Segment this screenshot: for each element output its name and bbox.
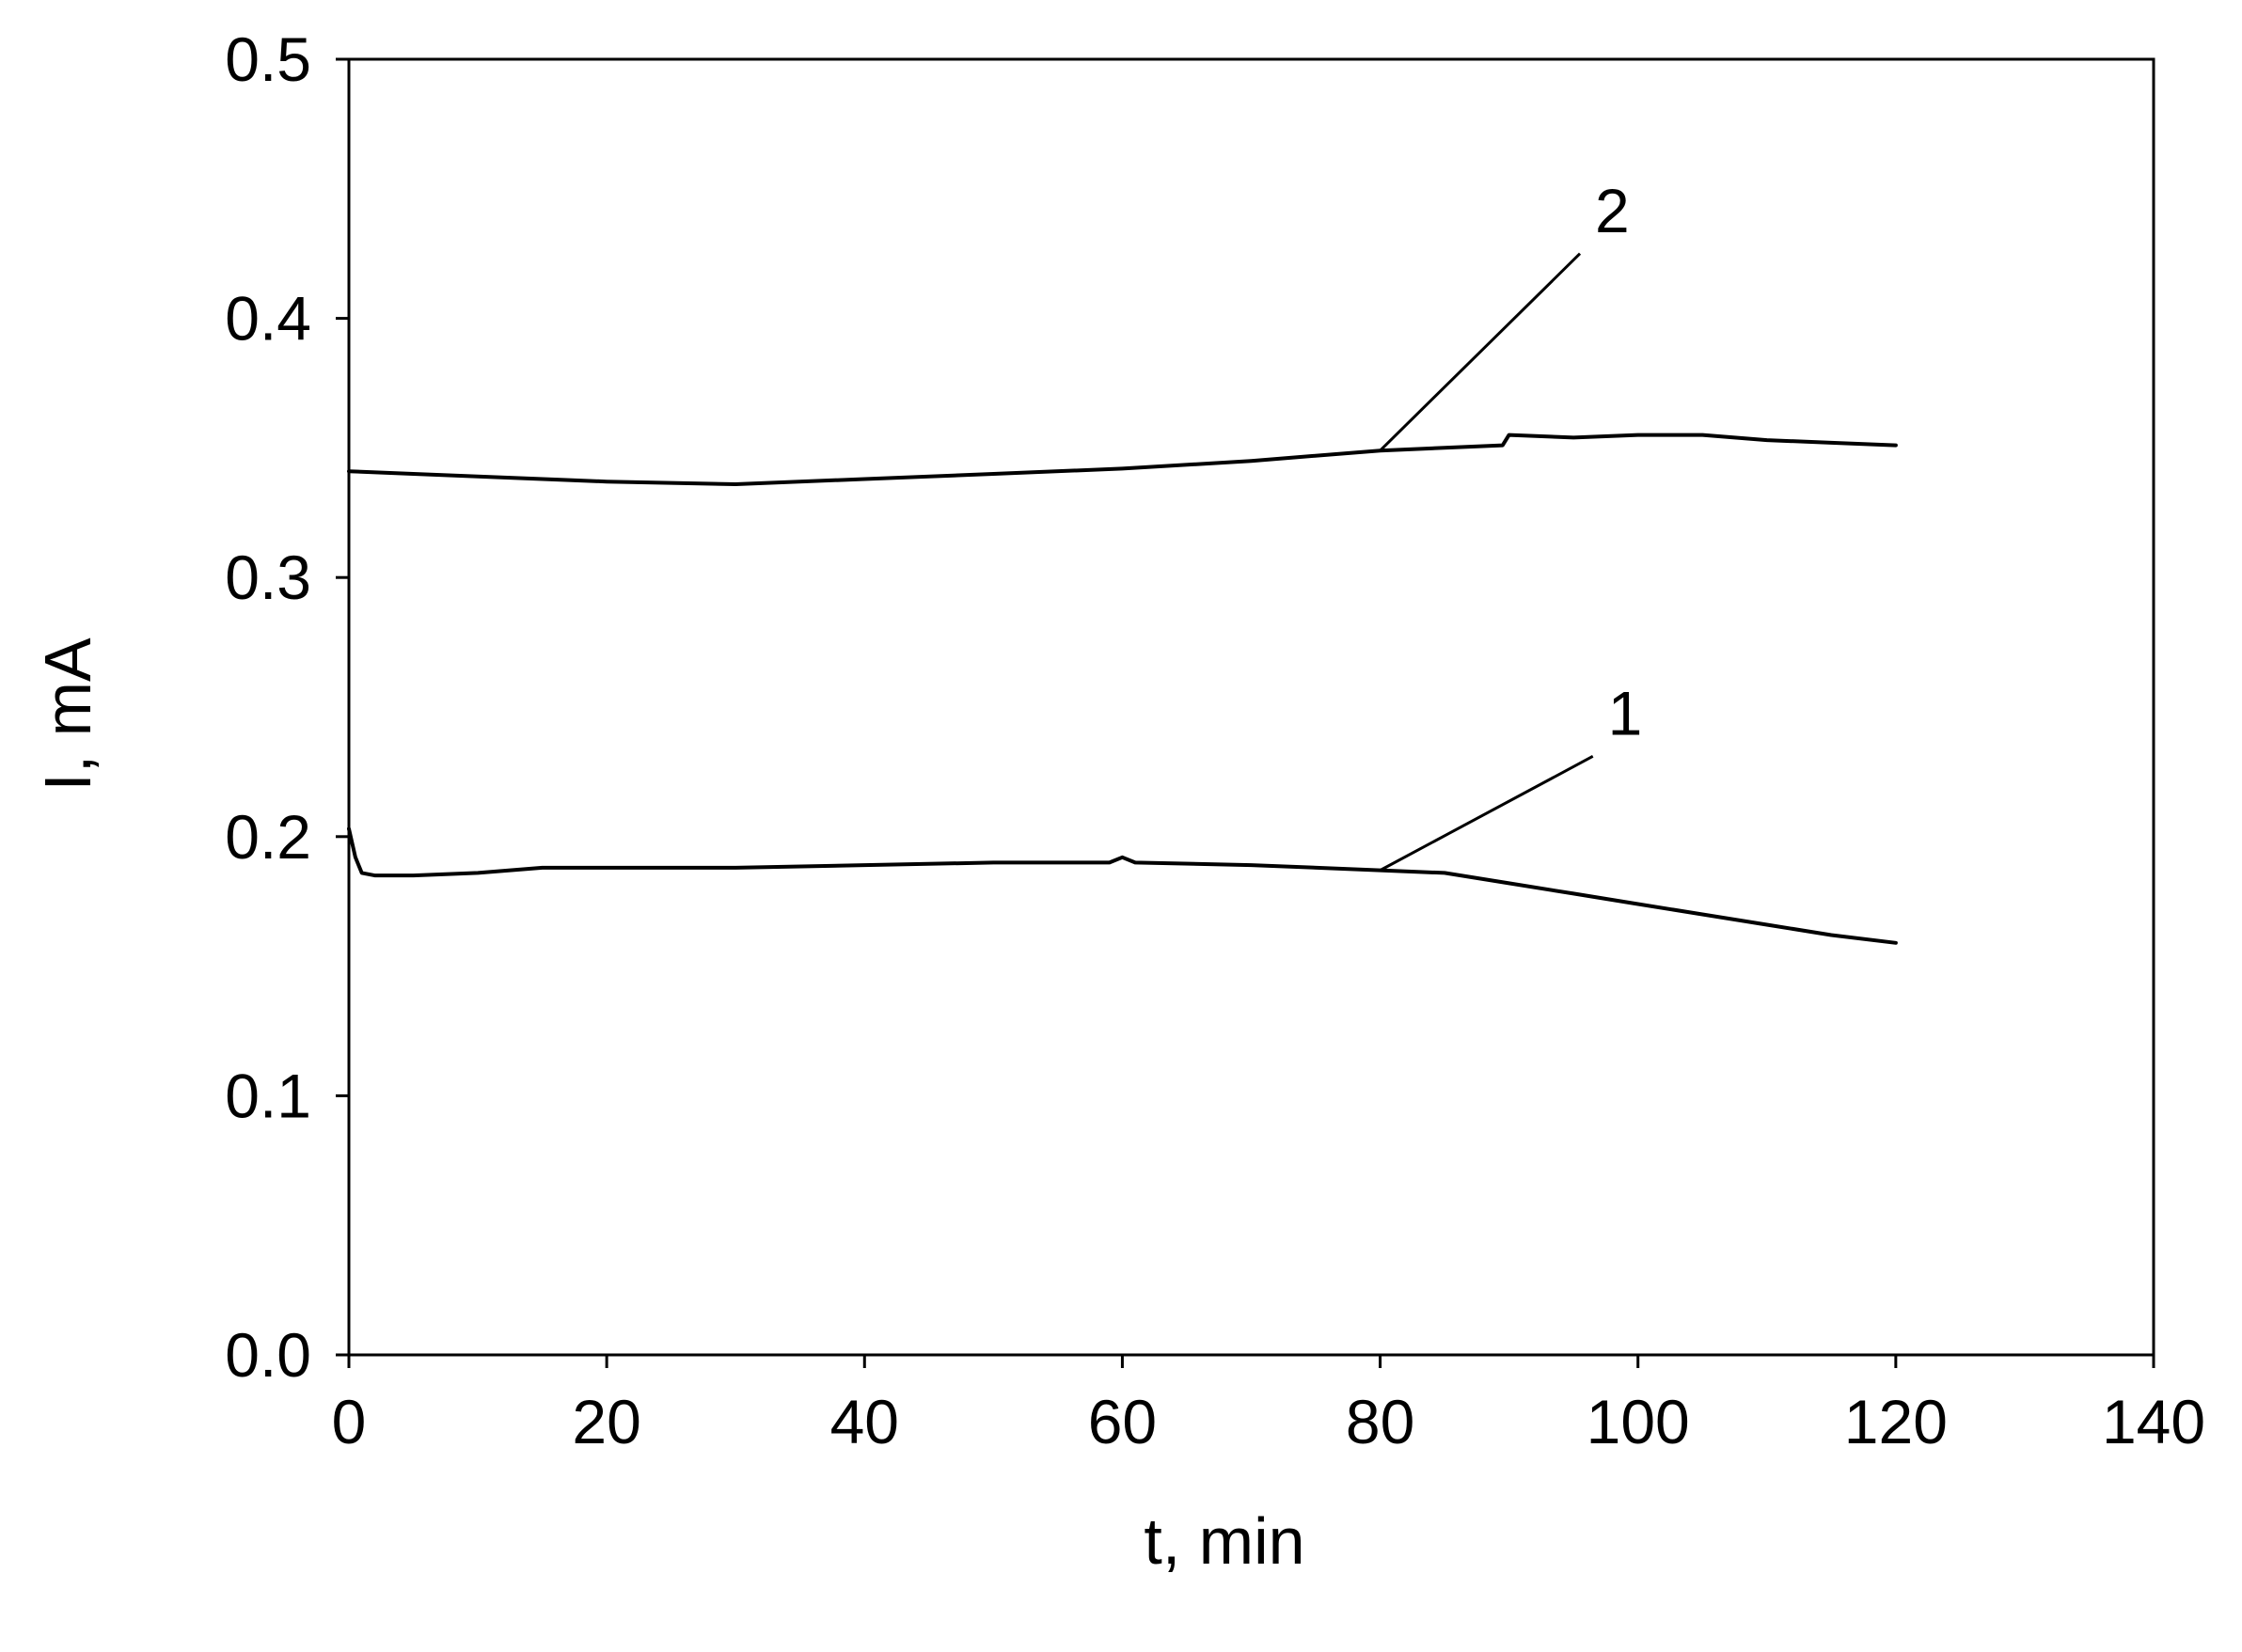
y-tick-label: 0.3 bbox=[225, 543, 311, 612]
x-tick-label: 0 bbox=[332, 1387, 367, 1456]
series-line-1 bbox=[347, 826, 1898, 945]
x-tick-label: 120 bbox=[1844, 1387, 1948, 1456]
x-tick-label: 140 bbox=[2102, 1387, 2205, 1456]
x-axis-label: t, min bbox=[1144, 1504, 1304, 1578]
curve-label-leader-2 bbox=[1379, 252, 1582, 452]
x-tick-label: 80 bbox=[1346, 1387, 1414, 1456]
x-tick-label: 40 bbox=[830, 1387, 899, 1456]
curve-label-1: 1 bbox=[1608, 679, 1643, 748]
y-tick-label: 0.5 bbox=[225, 24, 311, 94]
x-tick-label: 100 bbox=[1587, 1387, 1690, 1456]
y-tick-label: 0.1 bbox=[225, 1061, 311, 1130]
x-tick-label: 20 bbox=[572, 1387, 640, 1456]
y-tick-label: 0.2 bbox=[225, 802, 311, 872]
y-tick-label: 0.4 bbox=[225, 284, 311, 354]
plot-frame bbox=[347, 57, 2155, 1357]
y-tick-label: 0.0 bbox=[225, 1320, 311, 1390]
curve-label-leader-1 bbox=[1379, 755, 1594, 872]
y-axis-label: I, mA bbox=[31, 637, 104, 792]
curve-label-2: 2 bbox=[1595, 176, 1630, 245]
series-line-2 bbox=[347, 433, 1898, 486]
x-tick-label: 60 bbox=[1088, 1387, 1157, 1456]
